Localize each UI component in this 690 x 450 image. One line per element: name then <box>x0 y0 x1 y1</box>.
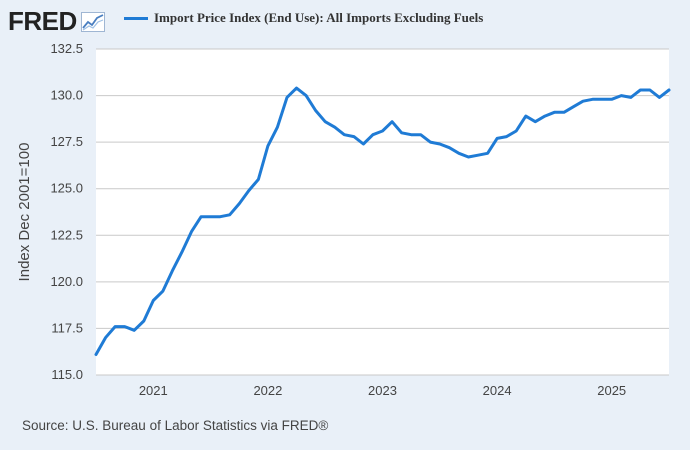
legend-swatch <box>124 16 148 20</box>
fred-header: FRED <box>8 6 105 36</box>
y-tick-label: 127.5 <box>50 134 83 149</box>
y-tick-label: 130.0 <box>50 88 83 103</box>
fred-logo[interactable]: FRED <box>8 5 77 36</box>
y-tick-label: 122.5 <box>50 227 83 242</box>
x-tick-label: 2024 <box>483 383 512 398</box>
y-tick-label: 120.0 <box>50 274 83 289</box>
x-tick-label: 2021 <box>139 383 168 398</box>
y-tick-label: 117.5 <box>51 320 83 335</box>
legend-series-label[interactable]: Import Price Index (End Use): All Import… <box>154 10 484 25</box>
x-tick-label: 2025 <box>597 383 626 398</box>
line-chart: 115.0 117.5 120.0 122.5 125.0 127.5 130.0 132.5… <box>16 41 671 398</box>
x-tick-label: 2022 <box>253 383 282 398</box>
y-tick-label: 132.5 <box>50 41 83 56</box>
chart-legend: Import Price Index (End Use): All Import… <box>124 10 483 26</box>
source-note: Source: U.S. Bureau of Labor Statistics … <box>22 418 329 433</box>
y-tick-label: 115.0 <box>51 367 83 382</box>
trend-chart-icon <box>80 12 105 32</box>
x-tick-label: 2023 <box>368 383 397 398</box>
plot-area <box>96 49 669 375</box>
series-line <box>94 86 671 356</box>
y-tick-label: 125.0 <box>50 181 83 196</box>
y-axis-label: Index Dec 2001=100 <box>16 143 33 282</box>
